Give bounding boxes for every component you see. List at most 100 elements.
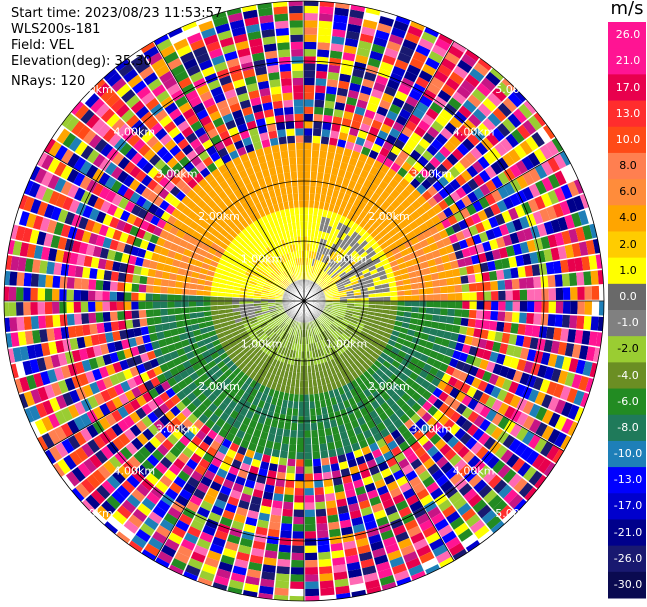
range-gate	[143, 380, 155, 391]
range-gate	[286, 349, 291, 357]
range-gate	[206, 270, 215, 277]
range-gate	[127, 133, 141, 147]
range-gate	[60, 365, 72, 379]
range-gate	[198, 20, 214, 33]
range-gate	[507, 207, 519, 221]
range-gate	[461, 508, 477, 522]
range-gate	[567, 404, 580, 420]
range-gate	[328, 521, 341, 531]
range-gate	[458, 266, 468, 276]
range-gate	[116, 241, 126, 253]
range-gate	[198, 150, 210, 162]
range-gate	[233, 367, 242, 376]
range-gate	[410, 236, 420, 245]
range-gate	[94, 138, 108, 153]
range-gate	[270, 514, 282, 523]
range-gate	[276, 195, 283, 204]
range-gate	[561, 401, 573, 418]
range-gate	[292, 538, 304, 546]
range-gate	[210, 286, 219, 292]
range-gate	[253, 451, 263, 461]
range-gate	[62, 196, 74, 211]
range-gate	[232, 301, 240, 305]
range-gate	[264, 550, 278, 559]
range-gate	[354, 385, 363, 395]
range-gate	[304, 12, 318, 21]
range-gate	[207, 233, 217, 243]
range-gate	[261, 271, 269, 278]
range-gate	[444, 51, 460, 65]
range-gate	[222, 377, 232, 387]
range-gate	[340, 250, 348, 259]
range-gate	[212, 339, 221, 347]
range-gate	[276, 306, 284, 310]
range-gate	[404, 301, 412, 307]
range-gate	[394, 569, 410, 582]
range-gate	[457, 333, 466, 344]
range-gate	[561, 314, 571, 328]
range-gate	[432, 286, 441, 294]
range-gate	[260, 200, 268, 209]
range-gate	[277, 49, 291, 58]
range-gate	[106, 475, 121, 490]
range-gate	[229, 340, 238, 349]
range-gate	[44, 302, 53, 315]
range-gate	[268, 245, 275, 253]
range-gate	[319, 573, 334, 582]
range-gate	[505, 133, 519, 148]
range-gate	[46, 328, 56, 342]
range-gate	[414, 143, 426, 156]
range-gate	[292, 408, 299, 417]
range-gate	[224, 305, 233, 310]
range-gate	[353, 61, 367, 72]
range-gate	[128, 337, 138, 348]
range-gate	[416, 488, 430, 501]
range-gate	[170, 174, 182, 186]
range-gate	[410, 440, 422, 452]
range-gate	[269, 288, 278, 293]
range-gate	[169, 242, 179, 252]
range-gate	[385, 355, 395, 365]
range-gate	[119, 359, 130, 371]
range-gate	[207, 247, 217, 256]
range-gate	[401, 273, 410, 280]
range-gate	[421, 149, 434, 162]
range-gate	[293, 200, 299, 208]
range-gate	[280, 322, 286, 329]
range-gate	[478, 169, 491, 183]
range-gate	[452, 324, 461, 334]
range-gate	[543, 461, 556, 477]
range-gate	[433, 95, 448, 109]
range-gate	[277, 288, 285, 293]
range-gate	[261, 215, 269, 225]
range-gate	[161, 271, 171, 280]
range-gate	[291, 327, 296, 336]
ppi-gates	[4, 1, 604, 601]
range-gate	[439, 315, 448, 323]
range-gate	[100, 389, 112, 403]
range-gate	[257, 330, 265, 338]
range-gate	[383, 450, 394, 462]
range-gate	[46, 369, 58, 384]
range-gate	[424, 161, 436, 174]
range-gate	[285, 317, 292, 325]
range-gate	[314, 285, 320, 292]
range-gate	[287, 286, 294, 292]
range-gate	[283, 279, 290, 286]
range-gate	[399, 372, 409, 383]
range-gate	[15, 225, 26, 242]
range-gate	[253, 228, 261, 237]
range-gate	[371, 272, 380, 279]
range-gate	[304, 509, 316, 517]
range-gate	[401, 464, 414, 476]
range-gate	[294, 386, 300, 395]
range-gate	[400, 382, 411, 393]
range-gate	[318, 436, 327, 445]
range-gate	[297, 178, 304, 186]
range-gate	[317, 348, 322, 357]
range-gate	[261, 308, 270, 313]
range-gate	[343, 540, 357, 550]
range-gate	[153, 366, 163, 377]
range-gate	[443, 330, 452, 340]
range-gate	[84, 219, 96, 233]
